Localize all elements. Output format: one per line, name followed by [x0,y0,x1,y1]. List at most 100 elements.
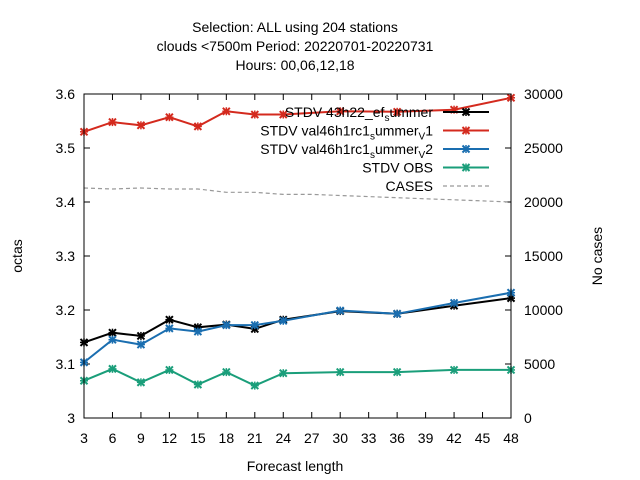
series-point [222,107,231,116]
y-tick-label: 3.2 [56,302,76,318]
y-tick-label: 3.6 [56,86,76,102]
legend-label-part: V [419,150,426,161]
series-point [222,367,231,377]
series-4 [83,187,512,203]
x-tick-label: 24 [275,430,291,446]
x-axis-label: Forecast length [247,458,344,474]
legend-label-part: 2 [425,141,433,157]
series-point [165,324,174,333]
series-point [165,113,174,122]
series-point [136,331,146,341]
y-tick-label: 3.5 [56,140,76,156]
series-point [449,298,459,308]
x-tick-label: 33 [361,430,377,446]
y-tick-label: 3.4 [56,194,76,210]
series-line [83,367,511,387]
series-line [83,187,512,203]
y-tick-label: 3 [67,410,75,426]
x-tick-label: 36 [389,430,405,446]
x-tick-label: 15 [190,430,206,446]
legend-item: CASES [386,178,489,194]
series-point [335,306,345,315]
x-tick-label: 48 [503,430,519,446]
legend-item: STDV val46h1rc1summerV2 [260,141,489,161]
y2-tick-label: 25000 [524,140,563,156]
series-point [461,144,471,154]
legend-label-part: CASES [386,178,433,194]
series-point [165,315,174,324]
y2-axis-label: No cases [589,227,605,285]
legend-label-part: ummer [375,141,419,157]
series-point [193,380,203,389]
legend-label-part: STDV 43h22_ef [285,104,385,120]
series-point [108,117,117,127]
legend-label: STDV val46h1rc1summerV2 [260,141,433,161]
legend-label-part: s [370,132,375,143]
y2-tick-label: 0 [524,410,532,426]
legend-label: CASES [386,178,433,194]
series-point [193,327,203,336]
y2-tick-label: 30000 [524,86,563,102]
x-tick-label: 39 [418,430,434,446]
series-point [279,368,288,378]
y2-tick-label: 5000 [524,356,555,372]
y-tick-label: 3.1 [56,356,76,372]
x-tick-label: 9 [137,430,145,446]
x-tick-label: 42 [446,430,462,446]
series-point [250,320,260,330]
series-point [193,122,203,131]
series-point [335,107,345,116]
series-point [449,365,459,375]
legend-label-part: V [419,132,426,143]
legend-label-part: STDV val46h1rc1 [260,141,370,157]
series-point [461,107,471,117]
legend-item: STDV val46h1rc1summerV1 [260,123,489,143]
x-tick-label: 3 [80,430,88,446]
series-3 [79,364,516,390]
axes: 3 6 9 12 15 18 21 24 27 30 33 36 39 42 45 4833.13.23.33… [56,86,564,446]
series-point [136,340,146,349]
chart-title: Selection: ALL using 204 stations clouds… [157,19,434,73]
legend-label-part: ummer [389,104,433,120]
series-0 [79,293,516,347]
series-point [136,121,146,130]
x-tick-label: 21 [247,430,263,446]
y2-tick-label: 15000 [524,248,563,264]
y-tick-label: 3.3 [56,248,76,264]
legend-item: STDV OBS [362,160,489,176]
legend-item: STDV 43h22_efsummer [285,104,489,124]
plot-frame [83,93,512,419]
legend-label-part: s [370,150,375,161]
series-point [250,110,260,119]
series-point [250,381,260,390]
legend-label-part: s [384,113,389,124]
series-point [136,378,146,387]
legend-label-part: STDV val46h1rc1 [260,123,370,139]
title-line-1: Selection: ALL using 204 stations [192,19,398,35]
series-point [335,367,345,377]
series-point [279,316,288,326]
x-tick-label: 45 [475,430,491,446]
y2-tick-label: 10000 [524,302,563,318]
series-point [108,364,117,374]
title-line-2: clouds <7500m Period: 20220701-20220731 [157,38,434,54]
series-point [392,367,402,377]
legend-label: STDV val46h1rc1summerV1 [260,123,433,143]
x-tick-label: 27 [304,430,320,446]
legend-label-part: STDV OBS [362,160,433,176]
series-point [392,309,402,318]
legend-label: STDV 43h22_efsummer [285,104,434,124]
series-point [108,335,117,344]
series-point [165,365,174,375]
series-line [83,291,512,364]
series-point [392,107,402,117]
x-tick-label: 18 [219,430,235,446]
x-tick-label: 30 [332,430,348,446]
legend-label-part: 1 [425,123,433,139]
series-line [83,96,512,133]
series-2 [79,288,516,367]
series-point [222,320,231,330]
